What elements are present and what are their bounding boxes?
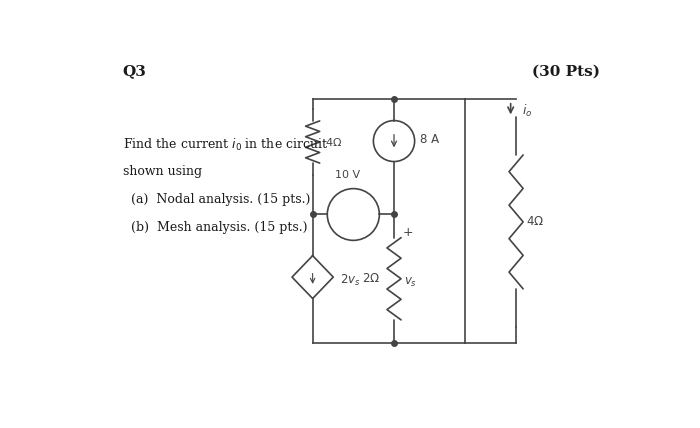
- Text: (b)  Mesh analysis. (15 pts.): (b) Mesh analysis. (15 pts.): [131, 221, 307, 234]
- Text: Find the current $i_0$ in the circuit: Find the current $i_0$ in the circuit: [122, 137, 328, 153]
- Text: (a)  Nodal analysis. (15 pts.): (a) Nodal analysis. (15 pts.): [131, 193, 310, 206]
- Text: $2v_s$: $2v_s$: [340, 273, 360, 288]
- Text: 4$\Omega$: 4$\Omega$: [325, 136, 342, 148]
- Text: (30 Pts): (30 Pts): [532, 65, 600, 79]
- Text: 4$\Omega$: 4$\Omega$: [526, 215, 544, 229]
- Text: $i_o$: $i_o$: [522, 103, 532, 119]
- Text: shown using: shown using: [122, 165, 202, 178]
- Text: Q3: Q3: [122, 65, 146, 79]
- Text: 10 V: 10 V: [335, 170, 361, 180]
- Text: +: +: [402, 226, 413, 239]
- Text: $v_s$: $v_s$: [404, 276, 417, 288]
- Text: 8 A: 8 A: [420, 133, 439, 146]
- Text: 2$\Omega$: 2$\Omega$: [363, 272, 380, 285]
